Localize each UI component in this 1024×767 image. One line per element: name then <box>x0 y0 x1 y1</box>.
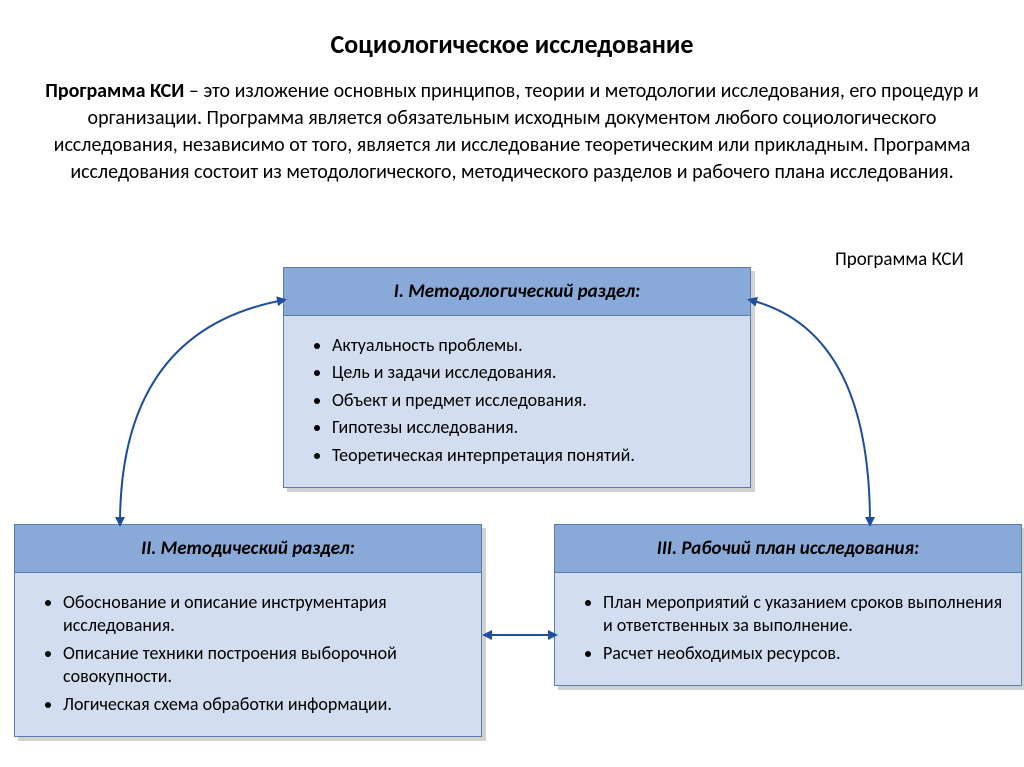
list-item: Цель и задачи исследования. <box>332 361 732 384</box>
box-three-header: III. Рабочий план исследования: <box>555 525 1021 573</box>
list-item: Обоснование и описание инструментария ис… <box>63 591 463 638</box>
intro-rest: – это изложение основных принципов, теор… <box>54 79 979 184</box>
box-three-body: План мероприятий с указанием сроков выпо… <box>555 573 1021 685</box>
intro-paragraph: Программа КСИ – это изложение основных п… <box>0 60 1024 186</box>
list-item: Актуальность проблемы. <box>332 334 732 357</box>
box-two-body: Обоснование и описание инструментария ис… <box>15 573 481 736</box>
list-item: Описание техники построения выборочной с… <box>63 642 463 689</box>
box-one-body: Актуальность проблемы. Цель и задачи иссл… <box>284 316 750 487</box>
connector-arrow <box>750 300 870 524</box>
list-item: Объект и предмет исследования. <box>332 389 732 412</box>
connector-arrow <box>120 300 284 524</box>
box-workplan: III. Рабочий план исследования: План мер… <box>554 524 1022 686</box>
page-title: Социологическое исследование <box>0 0 1024 60</box>
list-item: План мероприятий с указанием сроков выпо… <box>603 591 1003 638</box>
box-two-header: II. Методический раздел: <box>15 525 481 573</box>
box-methodological: I. Методологический раздел: Актуальность… <box>283 267 751 488</box>
intro-bold: Программа КСИ <box>45 79 184 103</box>
list-item: Логическая схема обработки информации. <box>63 693 463 716</box>
list-item: Гипотезы исследования. <box>332 416 732 439</box>
box-one-header: I. Методологический раздел: <box>284 268 750 316</box>
list-item: Теоретическая интерпретация понятий. <box>332 444 732 467</box>
side-label: Программа КСИ <box>835 248 964 271</box>
box-methodical: II. Методический раздел: Обоснование и о… <box>14 524 482 737</box>
list-item: Расчет необходимых ресурсов. <box>603 642 1003 665</box>
